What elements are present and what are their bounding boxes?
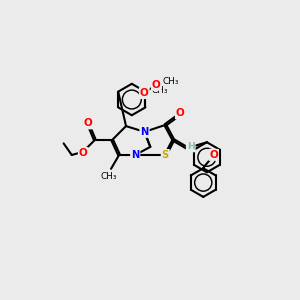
Text: CH₃: CH₃ (152, 86, 168, 95)
Text: O: O (152, 80, 161, 90)
Text: CH₃: CH₃ (163, 77, 179, 86)
Text: O: O (140, 88, 148, 98)
Text: O: O (209, 150, 218, 160)
Text: H: H (187, 142, 195, 152)
Text: CH₃: CH₃ (100, 172, 117, 181)
Text: O: O (176, 108, 185, 118)
Text: N: N (131, 150, 140, 160)
Text: S: S (162, 150, 169, 160)
Text: O: O (83, 118, 92, 128)
Text: N: N (140, 127, 148, 137)
Text: O: O (79, 148, 88, 158)
